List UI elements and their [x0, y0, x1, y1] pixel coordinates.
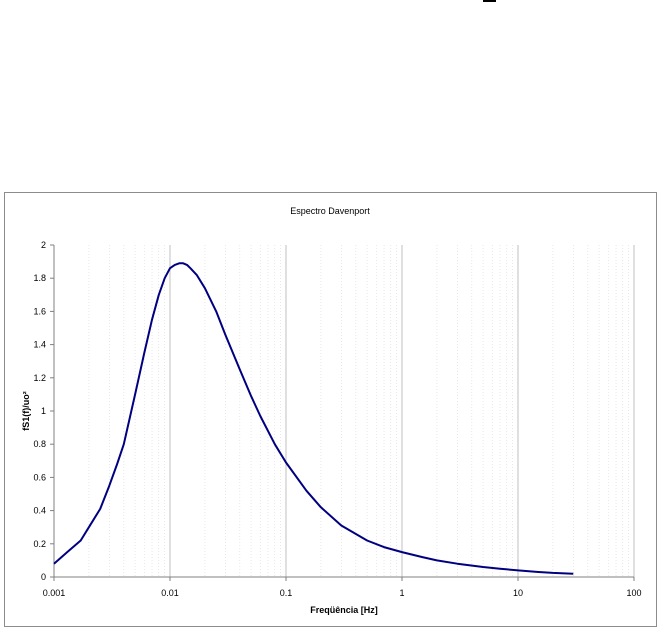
axes [50, 244, 635, 581]
chart-title: Espectro Davenport [290, 206, 370, 216]
tick-labels: 0 0.2 0.4 0.6 0.8 1 1.2 1.4 1.6 1.8 2 0.001 0.01 0.1 1… [33, 240, 641, 598]
y-tick-label: 0.4 [33, 506, 46, 516]
x-tick-label: 0.001 [43, 588, 66, 598]
x-axis-title: Freqüência [Hz] [310, 605, 378, 615]
grid-lines [88, 245, 635, 577]
chart-frame [4, 192, 657, 627]
x-tick-label: 0.01 [161, 588, 179, 598]
x-tick-label: 1 [399, 588, 404, 598]
y-axis-title: fS1(f)/uo² [21, 391, 31, 431]
y-tick-label: 0.6 [33, 472, 46, 482]
series-line-davenport [53, 262, 574, 575]
y-tick-label: 0.8 [33, 439, 46, 449]
y-tick-label: 1.6 [33, 306, 46, 316]
top-edge-mark [483, 0, 496, 2]
y-tick-label: 0 [41, 572, 46, 582]
y-tick-label: 1.2 [33, 373, 46, 383]
y-tick-label: 1.4 [33, 340, 46, 350]
y-tick-label: 1 [41, 406, 46, 416]
y-tick-label: 2 [41, 240, 46, 250]
x-tick-label: 100 [626, 588, 641, 598]
x-tick-label: 10 [513, 588, 523, 598]
x-tick-label: 0.1 [280, 588, 293, 598]
y-tick-label: 0.2 [33, 539, 46, 549]
y-tick-label: 1.8 [33, 273, 46, 283]
